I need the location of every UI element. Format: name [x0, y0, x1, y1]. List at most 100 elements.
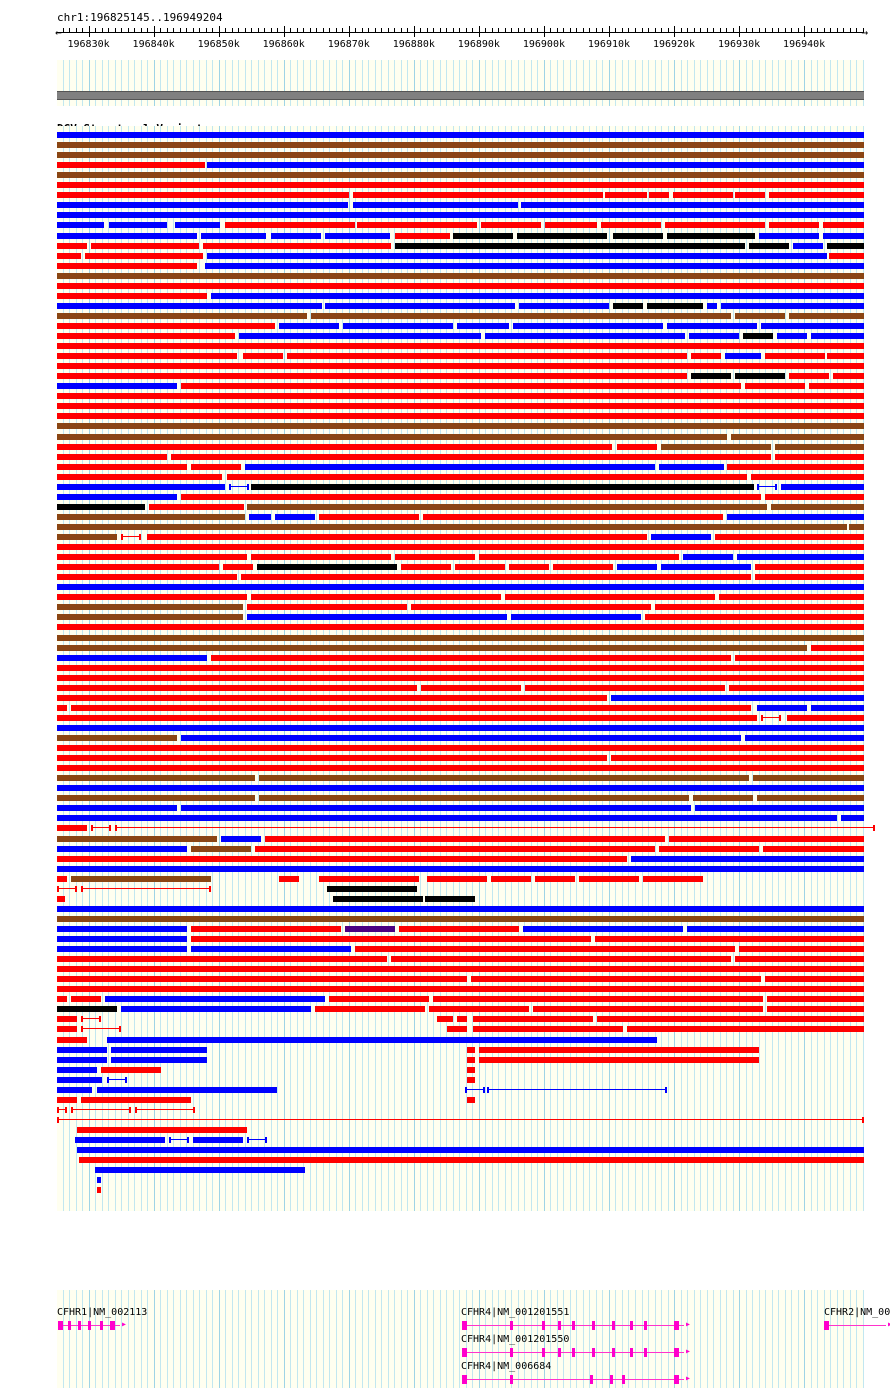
variant-bar[interactable]	[715, 534, 864, 540]
variant-bar[interactable]	[239, 333, 481, 339]
variant-bar[interactable]	[533, 1006, 763, 1013]
variant-bar[interactable]	[57, 925, 187, 932]
variant-bar[interactable]	[479, 554, 679, 561]
variant-bar[interactable]	[251, 554, 391, 561]
variant-bar[interactable]	[57, 222, 104, 229]
variant-bar[interactable]	[395, 554, 475, 561]
variant-bar[interactable]	[401, 564, 451, 571]
gene-exon[interactable]	[78, 1321, 81, 1330]
variant-bar[interactable]	[57, 132, 864, 138]
variant-bar[interactable]	[147, 534, 647, 540]
variant-bar[interactable]	[57, 895, 65, 902]
variant-bar[interactable]	[669, 835, 864, 842]
variant-bar[interactable]	[765, 353, 825, 360]
variant-bar[interactable]	[229, 485, 249, 487]
variant-bar[interactable]	[57, 996, 67, 1003]
variant-bar[interactable]	[769, 222, 819, 229]
variant-bar[interactable]	[425, 895, 475, 902]
variant-bar[interactable]	[81, 887, 211, 889]
variant-bar[interactable]	[57, 272, 864, 279]
variant-bar[interactable]	[77, 1147, 864, 1154]
variant-bar[interactable]	[57, 745, 864, 752]
gene-exon[interactable]	[558, 1348, 561, 1357]
variant-bar[interactable]	[479, 1046, 759, 1053]
variant-bar[interactable]	[761, 716, 781, 718]
variant-bar[interactable]	[725, 353, 761, 360]
variant-bar[interactable]	[121, 536, 141, 537]
variant-bar[interactable]	[57, 443, 612, 450]
variant-bar[interactable]	[755, 564, 864, 571]
variant-bar[interactable]	[257, 564, 397, 571]
variant-bar[interactable]	[57, 805, 177, 812]
variant-bar[interactable]	[225, 222, 355, 229]
variant-bar[interactable]	[707, 302, 717, 309]
variant-bar[interactable]	[467, 1046, 475, 1053]
variant-bar[interactable]	[57, 704, 67, 711]
gene-exon[interactable]	[592, 1321, 595, 1330]
variant-bar[interactable]	[57, 513, 245, 520]
variant-bar[interactable]	[271, 232, 321, 239]
gene-exon[interactable]	[542, 1348, 545, 1357]
variant-bar[interactable]	[721, 302, 864, 309]
variant-bar[interactable]	[823, 232, 864, 239]
variant-bar[interactable]	[251, 594, 501, 601]
variant-bar[interactable]	[525, 684, 725, 691]
variant-bar[interactable]	[57, 825, 87, 832]
variant-bar[interactable]	[79, 1157, 864, 1164]
variant-bar[interactable]	[57, 1026, 77, 1033]
variant-bar[interactable]	[57, 905, 864, 912]
cytoband-1q31-3[interactable]	[57, 91, 864, 100]
variant-bar[interactable]	[57, 343, 864, 350]
variant-bar[interactable]	[57, 1056, 107, 1063]
variant-bar[interactable]	[325, 302, 515, 309]
variant-bar[interactable]	[223, 564, 253, 571]
variant-bar[interactable]	[523, 925, 683, 932]
variant-bar[interactable]	[57, 1006, 117, 1013]
variant-bar[interactable]	[511, 614, 641, 621]
gene-exon[interactable]	[462, 1348, 467, 1357]
gene-exon[interactable]	[558, 1321, 561, 1330]
variant-bar[interactable]	[91, 242, 199, 249]
variant-bar[interactable]	[647, 302, 703, 309]
variant-bar[interactable]	[57, 363, 864, 370]
variant-bar[interactable]	[649, 192, 669, 199]
variant-bar[interactable]	[333, 895, 423, 902]
variant-bar[interactable]	[57, 544, 864, 551]
variant-bar[interactable]	[457, 322, 509, 329]
variant-bar[interactable]	[481, 222, 541, 229]
variant-bar[interactable]	[57, 202, 348, 209]
gene-exon[interactable]	[510, 1321, 513, 1330]
variant-bar[interactable]	[453, 232, 513, 239]
variant-bar[interactable]	[757, 795, 864, 802]
variant-bar[interactable]	[181, 805, 691, 812]
variant-bar[interactable]	[775, 453, 864, 460]
variant-bar[interactable]	[57, 162, 205, 169]
variant-bar[interactable]	[849, 523, 864, 530]
gene-exon[interactable]	[644, 1321, 647, 1330]
variant-bar[interactable]	[841, 815, 864, 822]
variant-bar[interactable]	[763, 845, 864, 852]
variant-bar[interactable]	[57, 614, 243, 621]
variant-bar[interactable]	[311, 312, 731, 319]
variant-bar[interactable]	[259, 775, 749, 782]
variant-bar[interactable]	[767, 1006, 864, 1013]
variant-bar[interactable]	[651, 534, 711, 540]
variant-bar[interactable]	[765, 493, 864, 500]
variant-bar[interactable]	[447, 1026, 467, 1033]
variant-bar[interactable]	[191, 936, 591, 942]
variant-bar[interactable]	[467, 1056, 475, 1063]
variant-bar[interactable]	[829, 252, 864, 259]
variant-bar[interactable]	[191, 845, 251, 852]
gene-exon[interactable]	[592, 1348, 595, 1357]
variant-bar[interactable]	[57, 775, 255, 782]
variant-bar[interactable]	[57, 644, 807, 651]
variant-bar[interactable]	[57, 493, 177, 500]
variant-bar[interactable]	[111, 1056, 207, 1063]
variant-bar[interactable]	[57, 887, 77, 889]
variant-bar[interactable]	[57, 976, 467, 983]
gene-exon[interactable]	[462, 1375, 467, 1384]
variant-bar[interactable]	[57, 503, 145, 510]
variant-bar[interactable]	[193, 1137, 243, 1143]
variant-bar[interactable]	[775, 443, 864, 450]
variant-bar[interactable]	[57, 182, 864, 189]
